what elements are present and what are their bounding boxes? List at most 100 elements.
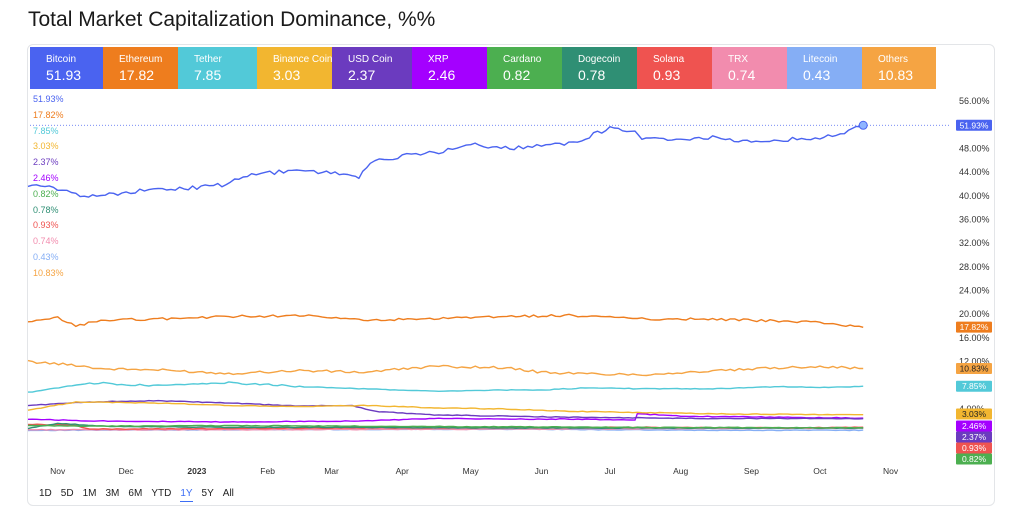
legend-value: 0.43% [33, 251, 59, 262]
range-button-6m[interactable]: 6M [128, 488, 143, 499]
range-button-1y[interactable]: 1Y [180, 488, 193, 502]
tile-name: Others [878, 54, 909, 65]
badge-bg [956, 363, 992, 375]
x-tick-label: Jun [535, 466, 549, 476]
tile-value: 0.43 [803, 67, 831, 83]
badge-text: 51.93% [960, 120, 989, 130]
tile-value: 0.82 [503, 67, 531, 83]
badge-text: 17.82% [960, 322, 989, 332]
tile-name: XRP [428, 54, 449, 65]
tile-trx[interactable]: TRX 0.74 [712, 47, 787, 89]
legend-value: 2.46% [33, 172, 59, 183]
badge-bg [956, 380, 992, 392]
tile-name: Binance Coin [273, 54, 332, 65]
tile-dogecoin[interactable]: Dogecoin 0.78 [562, 47, 637, 89]
asset-tiles: Bitcoin 51.93 Ethereum 17.82 Tether 7.85 Binan… [30, 47, 936, 89]
x-tick-label: Mar [324, 466, 339, 476]
badge-bg [956, 431, 992, 443]
range-button-5y[interactable]: 5Y [201, 488, 214, 499]
legend-value: 2.37% [33, 157, 59, 168]
series-line-tether [28, 381, 864, 393]
last-value-badge-binance-coin: 3.03% [956, 408, 992, 420]
y-tick-label: 44.00% [959, 167, 990, 177]
last-value-badge-usd-coin: 2.37% [956, 431, 992, 443]
tile-value: 17.82 [119, 67, 155, 83]
x-tick-label: Feb [260, 466, 275, 476]
series-line-bitcoin [27, 124, 864, 198]
tile-value: 0.74 [728, 67, 756, 83]
tile-value: 51.93 [46, 67, 82, 83]
x-tick-label: Sep [744, 466, 759, 476]
last-value-badge-tether: 7.85% [956, 380, 992, 392]
x-tick-label: Nov [883, 466, 899, 476]
chart-panel: Bitcoin 51.93 Ethereum 17.82 Tether 7.85 Binan… [27, 44, 995, 506]
last-value-badge-solana: 0.93% [956, 442, 992, 454]
tile-litecoin[interactable]: Litecoin 0.43 [787, 47, 862, 89]
last-point-marker [858, 120, 868, 130]
y-tick-label: 12.00% [959, 357, 990, 367]
x-tick-label: Aug [673, 466, 688, 476]
badge-text: 0.82% [962, 454, 987, 464]
series-line-binance-coin [27, 401, 864, 416]
badge-text: 7.85% [962, 381, 987, 391]
last-value-badge-bitcoin: 51.93% [956, 119, 992, 131]
badge-text: 2.37% [962, 432, 987, 442]
range-button-1m[interactable]: 1M [82, 488, 97, 499]
last-value-badge-cardano: 0.82% [956, 453, 992, 465]
tile-bitcoin[interactable]: Bitcoin 51.93 [30, 47, 103, 89]
legend-value: 7.85% [33, 125, 59, 136]
y-tick-label: 28.00% [959, 262, 990, 272]
tile-cardano[interactable]: Cardano 0.82 [487, 47, 562, 89]
y-tick-label: 56.00% [959, 96, 990, 106]
tile-name: Bitcoin [46, 54, 77, 65]
tile-name: Solana [653, 54, 685, 65]
series-line-cardano [27, 424, 864, 429]
tile-solana[interactable]: Solana 0.93 [637, 47, 712, 89]
badge-bg [956, 408, 992, 420]
tile-binance-coin[interactable]: Binance Coin 3.03 [257, 47, 332, 89]
legend-value: 10.83% [33, 267, 64, 278]
badge-bg [956, 119, 992, 131]
legend-value: 51.93% [33, 94, 64, 104]
tile-value: 3.03 [273, 67, 301, 83]
legend-value: 17.82% [33, 109, 64, 120]
legend-values: 51.93% 17.82% 7.85% 3.03% 2.37% 2.46% 0.82% 0.7… [33, 92, 64, 282]
legend-value: 0.93% [33, 220, 59, 231]
y-tick-label: 24.00% [959, 286, 990, 296]
last-value-badge-others: 10.83% [956, 363, 992, 375]
badge-text: 10.83% [960, 364, 989, 374]
x-tick-label: May [463, 466, 480, 476]
tile-value: 0.78 [578, 67, 606, 83]
tile-name: Ethereum [119, 54, 163, 65]
last-value-badge-ethereum: 17.82% [956, 321, 992, 333]
badge-text: 2.46% [962, 421, 987, 431]
tile-usd-coin[interactable]: USD Coin 2.37 [332, 47, 412, 89]
tile-value: 7.85 [194, 67, 222, 83]
y-tick-label: 20.00% [959, 309, 990, 319]
tile-others[interactable]: Others 10.83 [862, 47, 936, 89]
x-tick-label: Nov [50, 466, 66, 476]
range-button-ytd[interactable]: YTD [151, 488, 172, 499]
range-button-5d[interactable]: 5D [60, 488, 74, 499]
badge-text: 0.93% [962, 443, 987, 453]
x-tick-label: Apr [396, 466, 409, 476]
tile-name: Cardano [503, 54, 542, 65]
tile-value: 10.83 [878, 67, 914, 83]
range-button-1d[interactable]: 1D [39, 488, 52, 499]
y-tick-label: 16.00% [959, 333, 990, 343]
badge-bg [956, 453, 992, 465]
series-line-ethereum [27, 313, 864, 328]
legend-value: 0.82% [33, 188, 59, 199]
tile-value: 2.37 [348, 67, 376, 83]
tile-ethereum[interactable]: Ethereum 17.82 [103, 47, 178, 89]
legend-value: 3.03% [33, 141, 59, 152]
range-button-all[interactable]: All [222, 488, 234, 499]
legend-value: 0.74% [33, 236, 59, 247]
last-value-badge-xrp: 2.46% [956, 420, 992, 432]
tile-tether[interactable]: Tether 7.85 [178, 47, 257, 89]
tile-xrp[interactable]: XRP 2.46 [412, 47, 487, 89]
range-button-3m[interactable]: 3M [105, 488, 120, 499]
tile-name: Tether [194, 54, 222, 65]
x-tick-label: Dec [119, 466, 135, 476]
